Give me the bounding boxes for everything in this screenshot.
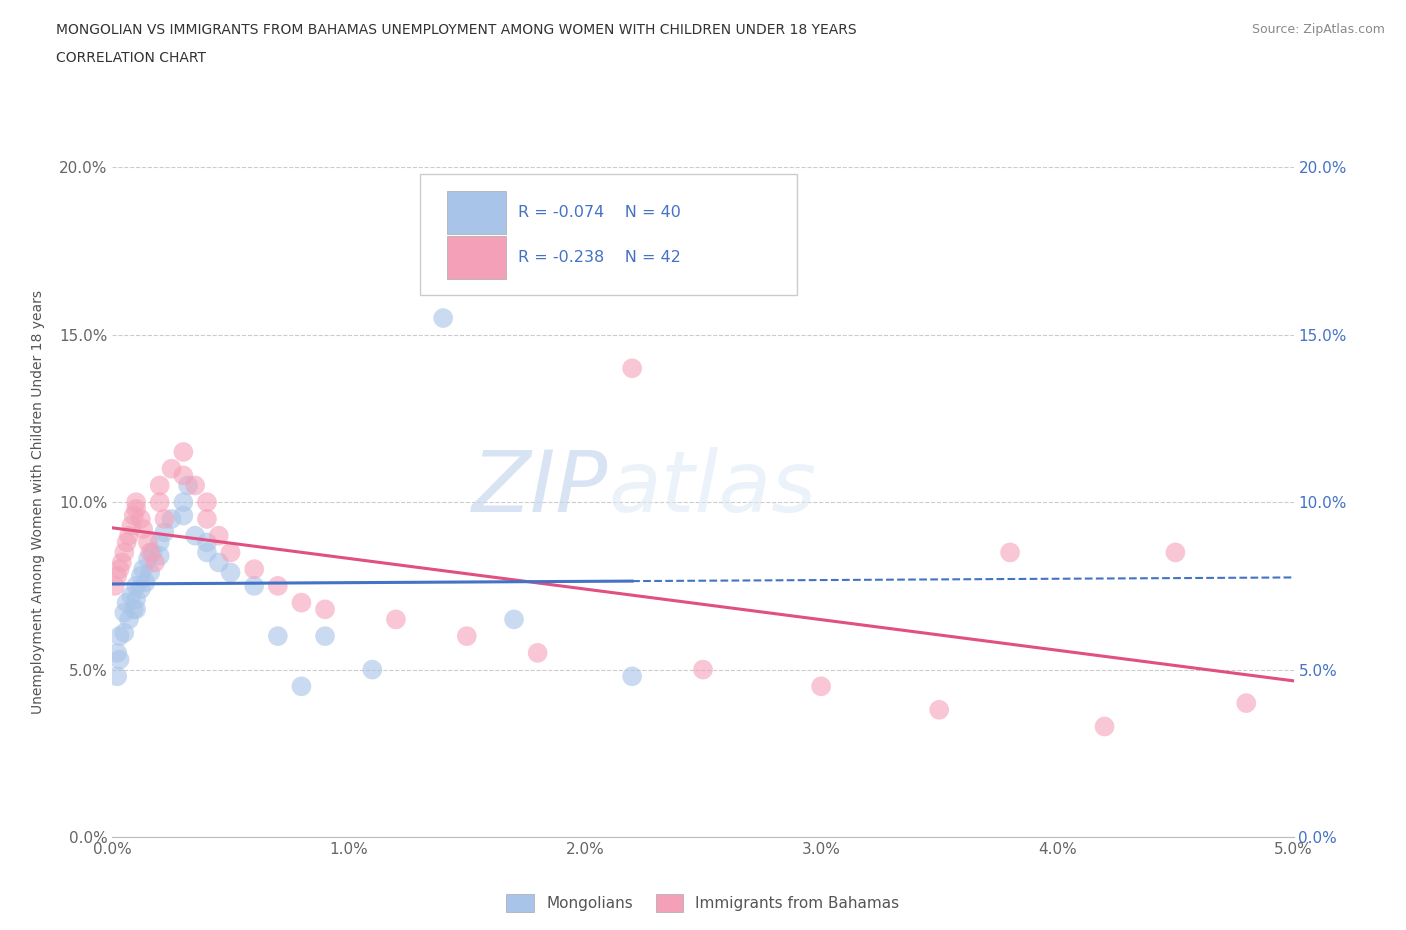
- Point: [1094, 719, 1116, 734]
- Point: [120, 589, 142, 604]
- Point: [105, 568, 128, 583]
- Point: [118, 528, 141, 543]
- Point: [108, 652, 131, 667]
- Point: [125, 578, 148, 593]
- Point: [115, 535, 138, 550]
- Point: [122, 602, 145, 617]
- Point: [120, 518, 142, 533]
- Point: [290, 679, 312, 694]
- Point: [172, 495, 194, 510]
- Point: [314, 629, 336, 644]
- Point: [149, 535, 172, 550]
- Point: [621, 669, 644, 684]
- Text: R = -0.074    N = 40: R = -0.074 N = 40: [517, 206, 681, 220]
- Point: [139, 545, 162, 560]
- Point: [149, 478, 172, 493]
- Point: [112, 545, 135, 560]
- Point: [172, 445, 194, 459]
- Text: R = -0.238    N = 42: R = -0.238 N = 42: [517, 250, 681, 265]
- Point: [108, 562, 131, 577]
- Point: [928, 702, 950, 717]
- Point: [135, 575, 157, 590]
- Point: [195, 495, 218, 510]
- Point: [104, 578, 127, 593]
- Point: [195, 535, 218, 550]
- Point: [153, 512, 176, 526]
- Point: [432, 311, 454, 325]
- Point: [132, 562, 155, 577]
- FancyBboxPatch shape: [419, 174, 797, 295]
- Point: [219, 565, 242, 580]
- Point: [314, 602, 336, 617]
- Point: [267, 578, 290, 593]
- Point: [142, 545, 165, 560]
- Point: [184, 528, 207, 543]
- Text: Source: ZipAtlas.com: Source: ZipAtlas.com: [1251, 23, 1385, 36]
- Point: [243, 578, 266, 593]
- Point: [267, 629, 290, 644]
- Point: [125, 501, 148, 516]
- Point: [149, 549, 172, 564]
- Point: [998, 545, 1021, 560]
- Point: [112, 605, 135, 620]
- Point: [125, 602, 148, 617]
- Point: [385, 612, 408, 627]
- Point: [456, 629, 478, 644]
- Text: atlas: atlas: [609, 447, 817, 530]
- Point: [195, 545, 218, 560]
- Point: [125, 495, 148, 510]
- FancyBboxPatch shape: [447, 191, 506, 234]
- Point: [129, 582, 152, 597]
- Point: [526, 645, 548, 660]
- Y-axis label: Unemployment Among Women with Children Under 18 years: Unemployment Among Women with Children U…: [31, 290, 45, 714]
- Point: [136, 535, 159, 550]
- Point: [149, 495, 172, 510]
- Point: [692, 662, 714, 677]
- Point: [160, 512, 183, 526]
- Point: [361, 662, 384, 677]
- Point: [503, 612, 526, 627]
- Point: [195, 512, 218, 526]
- Point: [122, 508, 145, 523]
- Text: CORRELATION CHART: CORRELATION CHART: [56, 51, 207, 65]
- Point: [1164, 545, 1187, 560]
- Point: [177, 478, 200, 493]
- Point: [1234, 696, 1257, 711]
- Point: [208, 555, 231, 570]
- Point: [136, 551, 159, 566]
- Text: ZIP: ZIP: [472, 447, 609, 530]
- Point: [810, 679, 832, 694]
- Point: [290, 595, 312, 610]
- Point: [621, 361, 644, 376]
- Point: [112, 625, 135, 640]
- Point: [160, 461, 183, 476]
- Point: [219, 545, 242, 560]
- Point: [129, 568, 152, 583]
- Point: [125, 591, 148, 606]
- Legend: Mongolians, Immigrants from Bahamas: Mongolians, Immigrants from Bahamas: [501, 888, 905, 918]
- Point: [132, 522, 155, 537]
- Point: [184, 478, 207, 493]
- Point: [172, 508, 194, 523]
- Point: [105, 645, 128, 660]
- Text: MONGOLIAN VS IMMIGRANTS FROM BAHAMAS UNEMPLOYMENT AMONG WOMEN WITH CHILDREN UNDE: MONGOLIAN VS IMMIGRANTS FROM BAHAMAS UNE…: [56, 23, 856, 37]
- Point: [118, 612, 141, 627]
- Point: [243, 562, 266, 577]
- Point: [108, 629, 131, 644]
- Point: [111, 555, 134, 570]
- Point: [105, 669, 128, 684]
- Point: [143, 555, 166, 570]
- FancyBboxPatch shape: [447, 235, 506, 279]
- Point: [208, 528, 231, 543]
- Point: [139, 565, 162, 580]
- Point: [115, 595, 138, 610]
- Point: [129, 512, 152, 526]
- Point: [153, 525, 176, 539]
- Point: [172, 468, 194, 483]
